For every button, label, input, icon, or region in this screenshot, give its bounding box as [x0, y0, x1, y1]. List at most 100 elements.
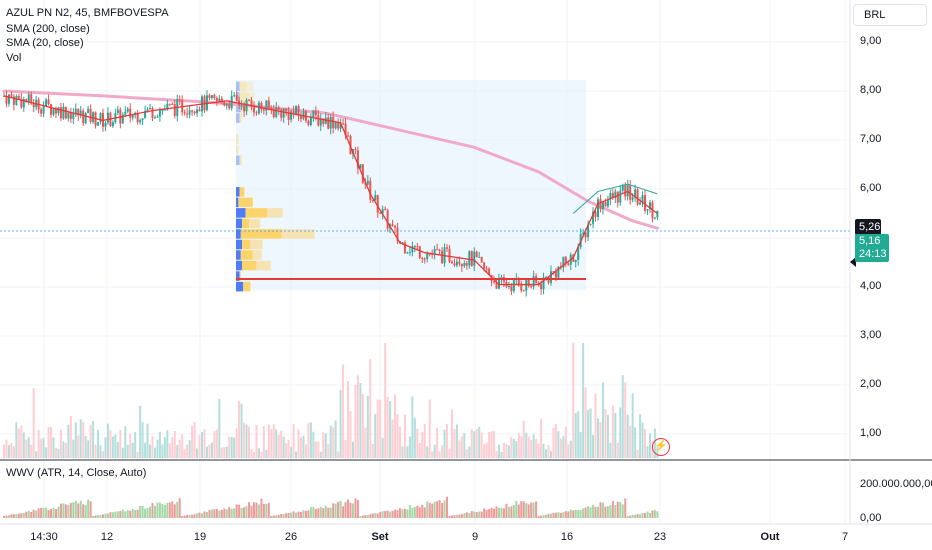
volume-bar — [431, 451, 434, 458]
wwv-bar — [619, 502, 622, 518]
candle-body — [507, 285, 510, 287]
wwv-bar — [512, 505, 515, 518]
candle-body — [10, 94, 13, 97]
volume-bar — [411, 396, 414, 458]
wwv-tick: 0,00 — [860, 512, 882, 524]
volume-bar — [327, 444, 330, 458]
wwv-bar — [106, 513, 109, 518]
wwv-bar — [25, 511, 28, 518]
volume-bar — [134, 432, 137, 458]
wwv-bar — [356, 499, 359, 518]
volume-bar — [17, 428, 20, 458]
last-price-badge: 5,26 — [855, 219, 881, 235]
vol-legend[interactable]: Vol — [6, 52, 22, 64]
candle-body — [441, 250, 444, 264]
volume-bar — [448, 448, 451, 458]
volume-bar — [366, 395, 369, 458]
wwv-bar — [12, 514, 15, 518]
wwv-bar — [235, 504, 238, 518]
wwv-bar — [646, 511, 649, 518]
volume-bar — [394, 394, 397, 458]
volume-bar — [354, 384, 357, 458]
candle-body — [50, 104, 53, 115]
volume-bar — [260, 451, 263, 458]
wwv-bar — [446, 496, 449, 518]
candle-body — [653, 217, 656, 219]
wwv-legend[interactable]: WWV (ATR, 14, Close, Auto) — [6, 467, 147, 479]
candle-body — [433, 249, 436, 255]
candle-body — [166, 103, 169, 110]
wwv-bar — [295, 512, 298, 518]
candle-body — [146, 109, 149, 111]
volume-bar — [606, 414, 609, 458]
candle-body — [129, 108, 132, 118]
wwv-bar — [282, 513, 285, 518]
volume-bar — [178, 439, 181, 458]
wwv-bar — [272, 515, 275, 518]
wwv-bar — [238, 504, 241, 518]
volume-bar — [213, 430, 216, 458]
volume-bar — [111, 436, 114, 458]
candle-body — [510, 285, 513, 292]
volume-bar — [129, 433, 132, 458]
volume-bar — [102, 451, 104, 458]
wwv-bar — [151, 502, 154, 518]
volume-bar — [364, 427, 367, 458]
volume-bar — [391, 419, 394, 458]
wwv-bar — [139, 505, 142, 518]
volume-bar — [77, 435, 80, 458]
sma20-legend[interactable]: SMA (20, close) — [6, 37, 84, 49]
wwv-bar — [421, 504, 424, 518]
volume-bar — [582, 343, 585, 458]
volume-bar — [267, 424, 270, 458]
volume-profile-row — [236, 187, 240, 197]
wwv-bar — [84, 504, 87, 518]
volume-bar — [7, 444, 10, 458]
candle-body — [376, 195, 379, 213]
candle-body — [314, 110, 317, 116]
candle-body — [141, 118, 144, 121]
wwv-bar — [520, 501, 523, 518]
wwv-bar — [94, 515, 97, 518]
wwv-bar — [87, 499, 90, 518]
volume-bar — [349, 411, 352, 458]
price-tick: 3,00 — [860, 329, 882, 341]
volume-bar — [498, 444, 500, 458]
volume-bar — [483, 443, 486, 458]
candle-body — [161, 109, 164, 111]
wwv-bar — [203, 511, 206, 518]
lightning-icon[interactable]: ⚡ — [652, 438, 670, 456]
wwv-bar — [176, 501, 179, 518]
candle-body — [411, 246, 414, 253]
symbol-title[interactable]: AZUL PN N2, 45, BMFBOVESPA — [6, 7, 169, 19]
candle-body — [468, 251, 471, 266]
volume-bar — [144, 442, 147, 458]
wwv-bar — [149, 506, 152, 518]
volume-bar — [262, 425, 265, 458]
wwv-bar — [552, 513, 555, 518]
candle-body — [636, 189, 639, 205]
volume-bar — [485, 442, 488, 458]
wwv-bar — [277, 514, 280, 518]
candle-body — [295, 106, 298, 115]
volume-bar — [510, 436, 513, 458]
wwv-bar — [129, 510, 132, 518]
candle-body — [171, 103, 174, 105]
candle-body — [183, 112, 186, 114]
sma200-legend[interactable]: SMA (200, close) — [6, 23, 90, 35]
wwv-bar — [297, 511, 300, 518]
candle-body — [418, 246, 421, 259]
volume-bar — [30, 444, 33, 458]
wwv-bar — [656, 511, 659, 518]
candle-body — [549, 271, 552, 283]
candle-body — [74, 108, 77, 114]
candle-body — [79, 110, 82, 116]
volume-bar — [235, 428, 238, 458]
wwv-bar — [572, 510, 575, 518]
wwv-bar — [193, 514, 196, 518]
wwv-bar — [557, 512, 560, 518]
volume-profile-range[interactable] — [236, 80, 586, 290]
currency-button[interactable]: BRL — [853, 4, 927, 26]
candle-body — [577, 246, 580, 260]
